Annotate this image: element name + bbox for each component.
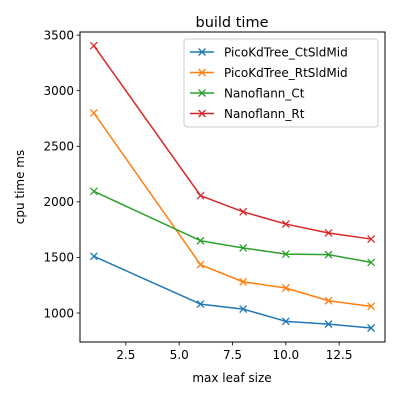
y-tick-label: 1500 <box>43 251 74 265</box>
x-tick-label: 5.0 <box>170 348 189 362</box>
y-tick-label: 3500 <box>43 28 74 42</box>
y-tick-label: 3000 <box>43 84 74 98</box>
x-axis-label: max leaf size <box>192 371 271 385</box>
y-tick-label: 2500 <box>43 140 74 154</box>
legend-label: Nanoflann_Rt <box>224 107 305 121</box>
legend-label: PicoKdTree_RtSldMid <box>224 66 348 80</box>
x-tick-label: 7.5 <box>223 348 242 362</box>
y-tick-label: 2000 <box>43 195 74 209</box>
x-tick-label: 2.5 <box>116 348 135 362</box>
x-tick-label: 12.5 <box>326 348 353 362</box>
legend-label: Nanoflann_Ct <box>224 86 305 100</box>
legend-label: PicoKdTree_CtSldMid <box>224 45 348 59</box>
x-tick-label: 10.0 <box>272 348 299 362</box>
y-axis-label: cpu time ms <box>13 150 27 225</box>
legend: PicoKdTree_CtSldMid PicoKdTree_RtSldMid Na… <box>184 39 378 127</box>
chart-title: build time <box>195 15 268 31</box>
y-tick-label: 1000 <box>43 306 74 320</box>
